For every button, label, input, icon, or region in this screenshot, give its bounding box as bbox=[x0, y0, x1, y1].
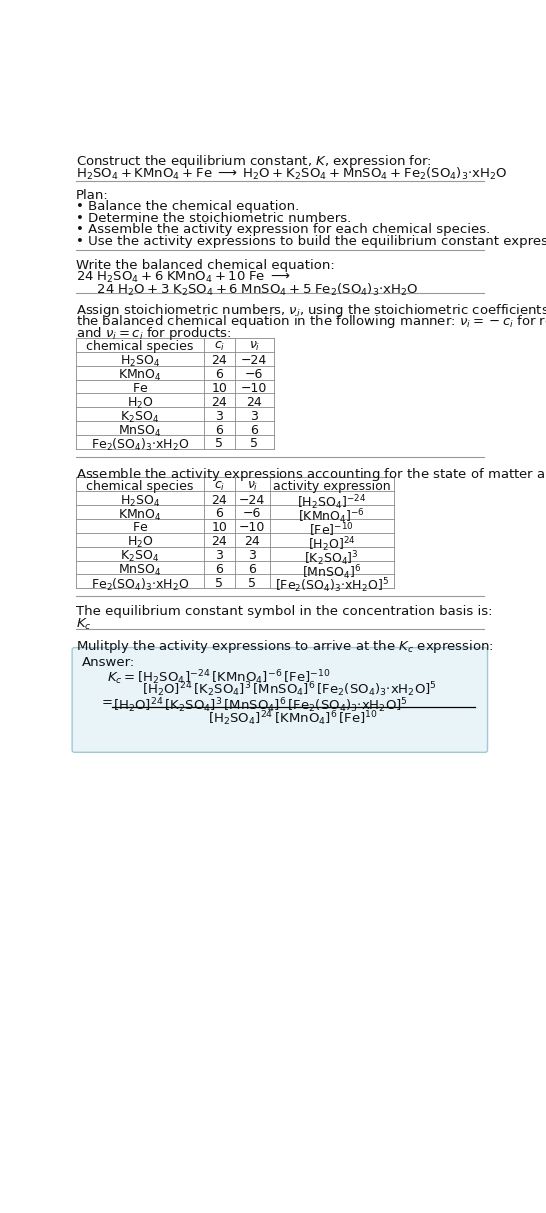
Text: 24: 24 bbox=[246, 395, 262, 409]
Text: 10: 10 bbox=[211, 522, 227, 534]
Text: 6: 6 bbox=[216, 507, 223, 520]
Text: $[\mathrm{H_2O}]^{24}$: $[\mathrm{H_2O}]^{24}$ bbox=[308, 535, 355, 554]
Text: $[\mathrm{H_2SO_4}]^{-24}$: $[\mathrm{H_2SO_4}]^{-24}$ bbox=[297, 494, 366, 512]
Text: $\mathrm{K_2SO_4}$: $\mathrm{K_2SO_4}$ bbox=[120, 410, 159, 425]
Text: 3: 3 bbox=[216, 410, 223, 422]
Text: $\mathrm{24\;H_2SO_4 + 6\;KMnO_4 + 10\;Fe \;\longrightarrow}$: $\mathrm{24\;H_2SO_4 + 6\;KMnO_4 + 10\;F… bbox=[76, 270, 290, 285]
Text: $\mathrm{KMnO_4}$: $\mathrm{KMnO_4}$ bbox=[118, 507, 162, 523]
Text: $[\mathrm{MnSO_4}]^6$: $[\mathrm{MnSO_4}]^6$ bbox=[302, 563, 361, 581]
Text: 6: 6 bbox=[216, 368, 223, 381]
Text: Mulitply the activity expressions to arrive at the $K_c$ expression:: Mulitply the activity expressions to arr… bbox=[76, 638, 494, 655]
Text: 6: 6 bbox=[216, 423, 223, 437]
Text: $[\mathrm{H_2O}]^{24}\,[\mathrm{K_2SO_4}]^3\,[\mathrm{MnSO_4}]^6\,[\mathrm{Fe_2(: $[\mathrm{H_2O}]^{24}\,[\mathrm{K_2SO_4}… bbox=[113, 696, 408, 714]
Text: $c_i$: $c_i$ bbox=[213, 479, 225, 492]
Text: $\nu_i$: $\nu_i$ bbox=[247, 479, 258, 492]
Text: $\mathrm{H_2SO_4 + KMnO_4 + Fe \;\longrightarrow\; H_2O + K_2SO_4 + MnSO_4 + Fe_: $\mathrm{H_2SO_4 + KMnO_4 + Fe \;\longri… bbox=[76, 166, 508, 182]
Text: Assign stoichiometric numbers, $\nu_i$, using the stoichiometric coefficients, $: Assign stoichiometric numbers, $\nu_i$, … bbox=[76, 302, 546, 319]
Text: • Balance the chemical equation.: • Balance the chemical equation. bbox=[76, 200, 299, 213]
Text: $c_i$: $c_i$ bbox=[213, 341, 225, 353]
Text: Answer:: Answer: bbox=[82, 656, 135, 670]
Text: 5: 5 bbox=[215, 438, 223, 450]
Text: −24: −24 bbox=[241, 354, 268, 368]
Text: $\mathrm{Fe_2(SO_4)_3{\cdot}xH_2O}$: $\mathrm{Fe_2(SO_4)_3{\cdot}xH_2O}$ bbox=[91, 576, 189, 593]
Text: Construct the equilibrium constant, $K$, expression for:: Construct the equilibrium constant, $K$,… bbox=[76, 153, 432, 170]
Text: • Use the activity expressions to build the equilibrium constant expression.: • Use the activity expressions to build … bbox=[76, 235, 546, 247]
Text: 3: 3 bbox=[248, 549, 256, 562]
Text: 6: 6 bbox=[248, 563, 256, 576]
Text: 6: 6 bbox=[216, 563, 223, 576]
Text: $\mathrm{MnSO_4}$: $\mathrm{MnSO_4}$ bbox=[118, 423, 162, 439]
Text: $[\mathrm{KMnO_4}]^{-6}$: $[\mathrm{KMnO_4}]^{-6}$ bbox=[298, 507, 365, 526]
Text: $\mathrm{KMnO_4}$: $\mathrm{KMnO_4}$ bbox=[118, 368, 162, 383]
Text: Write the balanced chemical equation:: Write the balanced chemical equation: bbox=[76, 258, 335, 272]
Text: −24: −24 bbox=[239, 494, 265, 507]
Text: −10: −10 bbox=[239, 522, 265, 534]
FancyBboxPatch shape bbox=[72, 648, 488, 752]
Text: $\mathrm{Fe}$: $\mathrm{Fe}$ bbox=[132, 522, 148, 534]
Text: activity expression: activity expression bbox=[273, 479, 390, 492]
Text: Plan:: Plan: bbox=[76, 189, 109, 201]
Text: 24: 24 bbox=[211, 494, 227, 507]
Text: 6: 6 bbox=[250, 423, 258, 437]
Text: $[\mathrm{K_2SO_4}]^3$: $[\mathrm{K_2SO_4}]^3$ bbox=[304, 549, 359, 568]
Text: $\mathrm{H_2O}$: $\mathrm{H_2O}$ bbox=[127, 535, 153, 551]
Text: −6: −6 bbox=[245, 368, 263, 381]
Text: chemical species: chemical species bbox=[86, 479, 194, 492]
Text: $\nu_i$: $\nu_i$ bbox=[248, 341, 260, 353]
Text: 5: 5 bbox=[215, 576, 223, 590]
Text: 24: 24 bbox=[211, 395, 227, 409]
Text: −6: −6 bbox=[243, 507, 262, 520]
Text: The equilibrium constant symbol in the concentration basis is:: The equilibrium constant symbol in the c… bbox=[76, 605, 492, 619]
Text: the balanced chemical equation in the following manner: $\nu_i = -c_i$ for react: the balanced chemical equation in the fo… bbox=[76, 313, 546, 330]
Text: 5: 5 bbox=[250, 438, 258, 450]
Text: $\mathrm{Fe_2(SO_4)_3{\cdot}xH_2O}$: $\mathrm{Fe_2(SO_4)_3{\cdot}xH_2O}$ bbox=[91, 438, 189, 454]
Text: and $\nu_i = c_i$ for products:: and $\nu_i = c_i$ for products: bbox=[76, 325, 232, 342]
Text: $\mathrm{H_2SO_4}$: $\mathrm{H_2SO_4}$ bbox=[120, 494, 160, 508]
Text: Assemble the activity expressions accounting for the state of matter and $\nu_i$: Assemble the activity expressions accoun… bbox=[76, 466, 546, 483]
Text: $[\mathrm{Fe}]^{-10}$: $[\mathrm{Fe}]^{-10}$ bbox=[310, 522, 354, 539]
Text: 10: 10 bbox=[211, 382, 227, 395]
Text: $\mathrm{MnSO_4}$: $\mathrm{MnSO_4}$ bbox=[118, 563, 162, 579]
Text: 3: 3 bbox=[250, 410, 258, 422]
Text: • Assemble the activity expression for each chemical species.: • Assemble the activity expression for e… bbox=[76, 223, 490, 237]
Text: $\mathrm{H_2SO_4}$: $\mathrm{H_2SO_4}$ bbox=[120, 354, 160, 369]
Text: −10: −10 bbox=[241, 382, 268, 395]
Text: $[\mathrm{H_2O}]^{24}\,[\mathrm{K_2SO_4}]^3\,[\mathrm{MnSO_4}]^6\,[\mathrm{Fe_2(: $[\mathrm{H_2O}]^{24}\,[\mathrm{K_2SO_4}… bbox=[142, 680, 437, 700]
Text: $\mathrm{K_2SO_4}$: $\mathrm{K_2SO_4}$ bbox=[120, 549, 159, 564]
Text: $K_c = [\mathrm{H_2SO_4}]^{-24}\,[\mathrm{KMnO_4}]^{-6}\,[\mathrm{Fe}]^{-10}$: $K_c = [\mathrm{H_2SO_4}]^{-24}\,[\mathr… bbox=[107, 668, 330, 687]
Text: $=$: $=$ bbox=[99, 694, 114, 707]
Text: 24: 24 bbox=[245, 535, 260, 548]
Text: $[\mathrm{H_2SO_4}]^{24}\,[\mathrm{KMnO_4}]^6\,[\mathrm{Fe}]^{10}$: $[\mathrm{H_2SO_4}]^{24}\,[\mathrm{KMnO_… bbox=[209, 710, 378, 728]
Text: 24: 24 bbox=[211, 354, 227, 368]
Text: $\mathrm{\quad 24\;H_2O + 3\;K_2SO_4 + 6\;MnSO_4 + 5\;Fe_2(SO_4)_3{\cdot}xH_2O}$: $\mathrm{\quad 24\;H_2O + 3\;K_2SO_4 + 6… bbox=[84, 281, 418, 298]
Text: $\mathrm{H_2O}$: $\mathrm{H_2O}$ bbox=[127, 395, 153, 411]
Text: chemical species: chemical species bbox=[86, 341, 194, 353]
Text: $\mathrm{Fe}$: $\mathrm{Fe}$ bbox=[132, 382, 148, 395]
Text: • Determine the stoichiometric numbers.: • Determine the stoichiometric numbers. bbox=[76, 212, 351, 224]
Text: 5: 5 bbox=[248, 576, 256, 590]
Text: 24: 24 bbox=[211, 535, 227, 548]
Text: $K_c$: $K_c$ bbox=[76, 616, 92, 632]
Text: 3: 3 bbox=[216, 549, 223, 562]
Text: $[\mathrm{Fe_2(SO_4)_3{\cdot}xH_2O}]^5$: $[\mathrm{Fe_2(SO_4)_3{\cdot}xH_2O}]^5$ bbox=[275, 576, 389, 596]
